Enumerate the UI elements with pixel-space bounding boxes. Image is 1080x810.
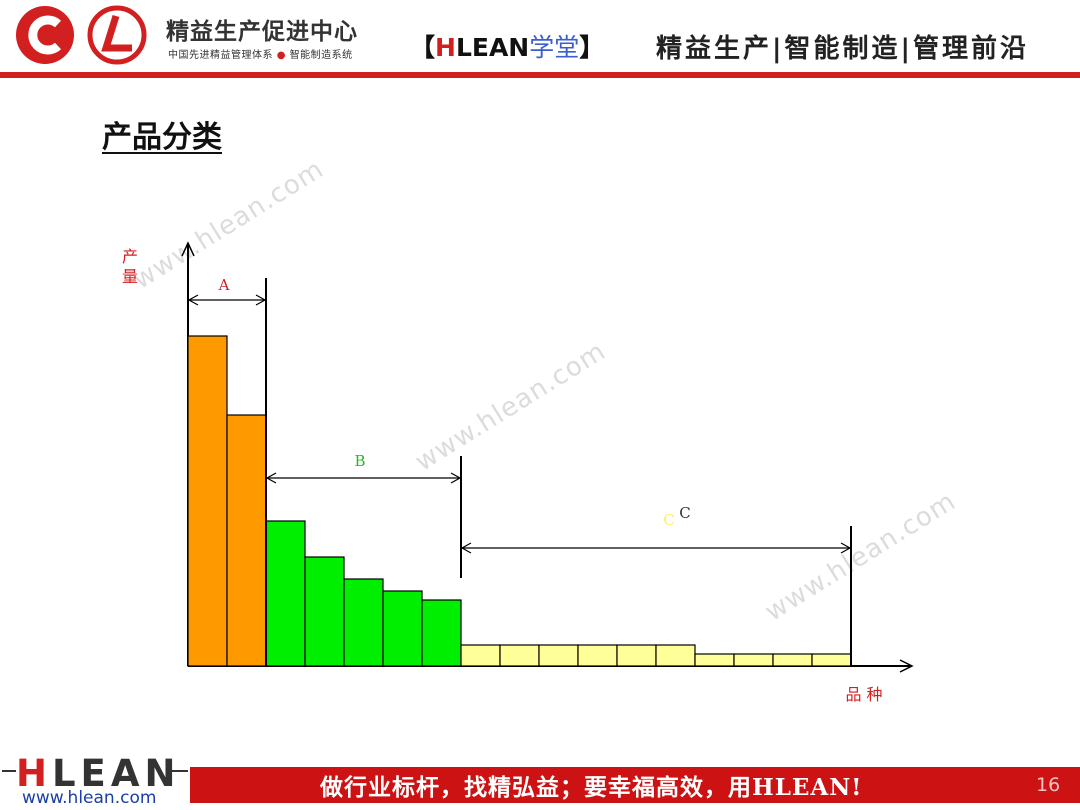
range-arrow-right xyxy=(840,542,852,554)
header: 精益生产促进中心 中国先进精益管理体系 ● 智能制造系统 【HLEAN学堂】 精… xyxy=(0,0,1080,72)
org-sub-dot: ● xyxy=(276,50,286,61)
bar-c xyxy=(811,653,852,667)
y-axis-label: 量 xyxy=(122,267,138,286)
org-subtitle: 中国先进精益管理体系 ● 智能制造系统 xyxy=(168,46,353,61)
org-name: 精益生产促进中心 xyxy=(166,19,358,45)
bar-a xyxy=(187,335,228,667)
range-arrow-left xyxy=(265,472,277,484)
page-number: 16 xyxy=(1036,774,1061,796)
bar-b xyxy=(304,556,345,667)
footer-slogan: 做行业标杆，找精弘益；要幸福高效，用HLEAN! xyxy=(320,774,863,801)
bar-c xyxy=(616,644,657,667)
x-axis-label: 品 种 xyxy=(845,685,882,704)
range-arrow-right xyxy=(450,472,462,484)
school-open-bracket: 【 xyxy=(410,33,436,62)
footer-brand: HLEAN xyxy=(16,752,180,795)
bar-a xyxy=(226,414,267,667)
school-lean: LEAN xyxy=(455,33,530,62)
brand-line-right xyxy=(166,770,188,772)
logo-c-icon xyxy=(16,6,74,64)
header-slogan: 精益生产|智能制造|管理前沿 xyxy=(656,34,1029,64)
bar-c xyxy=(577,644,618,667)
range-label: A xyxy=(218,276,230,294)
y-axis-label: 产 xyxy=(122,247,138,266)
bar-b xyxy=(382,590,423,667)
header-rule xyxy=(0,72,1080,78)
bar-c xyxy=(733,653,774,667)
logo-l-icon xyxy=(87,5,147,65)
school-close-bracket: 】 xyxy=(579,33,605,62)
bar-b xyxy=(265,520,306,667)
bar-b xyxy=(343,578,384,667)
footer-brand-h: H xyxy=(16,752,52,795)
org-sub-right: 智能制造系统 xyxy=(289,50,353,61)
org-sub-left: 中国先进精益管理体系 xyxy=(168,50,273,61)
footer-bar xyxy=(190,767,1080,803)
range-label: B xyxy=(354,452,365,470)
school-name: 【HLEAN学堂】 xyxy=(410,28,604,64)
range-label-c: C xyxy=(679,504,690,522)
range-arrow-right xyxy=(255,294,267,306)
bar-c xyxy=(538,644,579,667)
school-h: H xyxy=(435,33,456,62)
footer-url[interactable]: www.hlean.com xyxy=(22,788,157,808)
bar-c xyxy=(655,644,696,667)
bar-b xyxy=(421,599,462,667)
y-axis-arrow xyxy=(181,241,195,257)
school-cn: 学堂 xyxy=(529,33,580,62)
footer-brand-lean: LEAN xyxy=(51,752,181,795)
page-title: 产品分类 xyxy=(102,120,222,155)
brand-line-left xyxy=(2,770,16,772)
bar-c xyxy=(499,644,540,667)
x-axis-arrow xyxy=(899,659,914,673)
bar-c xyxy=(460,644,501,667)
range-label-c-faint: C xyxy=(663,511,674,529)
bar-c xyxy=(694,653,735,667)
bar-c xyxy=(772,653,813,667)
range-arrow-left xyxy=(187,294,199,306)
